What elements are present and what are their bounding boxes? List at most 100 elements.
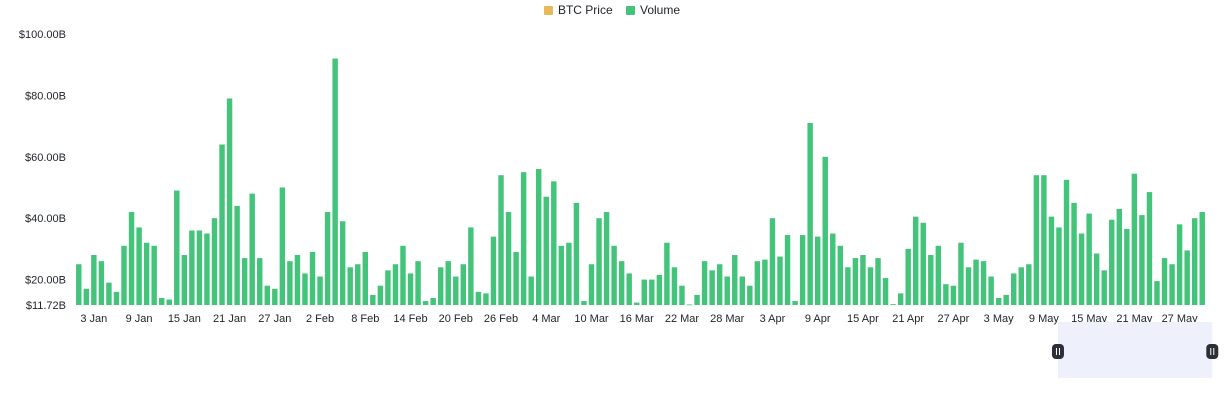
volume-bar[interactable] bbox=[656, 274, 663, 305]
volume-bar[interactable] bbox=[355, 264, 361, 305]
volume-bar[interactable] bbox=[852, 258, 859, 305]
volume-bar[interactable] bbox=[249, 193, 255, 305]
volume-bar[interactable] bbox=[234, 205, 240, 305]
volume-bar[interactable] bbox=[913, 216, 919, 305]
volume-bar[interactable] bbox=[1078, 233, 1085, 305]
volume-bar[interactable] bbox=[505, 212, 512, 305]
volume-bar[interactable] bbox=[490, 236, 497, 305]
volume-bar[interactable] bbox=[943, 284, 949, 305]
volume-bar[interactable] bbox=[151, 245, 157, 305]
volume-bar[interactable] bbox=[219, 144, 225, 305]
volume-bar[interactable] bbox=[407, 273, 414, 305]
volume-bar[interactable] bbox=[822, 156, 828, 305]
volume-bar[interactable] bbox=[520, 172, 527, 305]
volume-bar[interactable] bbox=[588, 264, 595, 305]
legend-item-btc-price[interactable]: BTC Price bbox=[543, 3, 613, 17]
volume-bar[interactable] bbox=[980, 261, 987, 305]
volume-bar[interactable] bbox=[1139, 215, 1145, 305]
volume-bar[interactable] bbox=[287, 261, 293, 305]
volume-bar[interactable] bbox=[830, 233, 836, 305]
volume-bar[interactable] bbox=[1109, 219, 1115, 305]
volume-bar[interactable] bbox=[732, 255, 738, 305]
volume-bar[interactable] bbox=[1056, 227, 1062, 305]
volume-bar[interactable] bbox=[807, 123, 813, 306]
volume-bar[interactable] bbox=[460, 264, 467, 305]
volume-bar[interactable] bbox=[973, 259, 979, 305]
volume-bar[interactable] bbox=[875, 258, 881, 305]
volume-bar[interactable] bbox=[121, 245, 127, 305]
volume-bar[interactable] bbox=[769, 218, 776, 305]
volume-bar[interactable] bbox=[573, 202, 580, 305]
volume-bar[interactable] bbox=[716, 264, 723, 305]
volume-bar[interactable] bbox=[370, 294, 376, 305]
volume-bar[interactable] bbox=[91, 255, 97, 305]
volume-bar[interactable] bbox=[159, 298, 165, 305]
volume-bar[interactable] bbox=[799, 235, 806, 305]
volume-bar[interactable] bbox=[814, 236, 821, 305]
volume-bar[interactable] bbox=[181, 255, 188, 305]
volume-bar[interactable] bbox=[98, 261, 105, 305]
volume-bar[interactable] bbox=[762, 259, 768, 305]
volume-bar[interactable] bbox=[1026, 264, 1032, 305]
volume-bar[interactable] bbox=[935, 245, 942, 305]
volume-bar[interactable] bbox=[581, 301, 587, 305]
volume-bar[interactable] bbox=[1169, 264, 1175, 305]
volume-bar[interactable] bbox=[920, 222, 926, 305]
volume-bar[interactable] bbox=[1191, 218, 1198, 305]
volume-bar[interactable] bbox=[701, 261, 708, 305]
volume-bar[interactable] bbox=[1146, 192, 1153, 305]
volume-bar[interactable] bbox=[528, 276, 534, 305]
volume-bar[interactable] bbox=[694, 294, 700, 305]
volume-bar[interactable] bbox=[988, 276, 994, 305]
volume-bar[interactable] bbox=[196, 230, 203, 305]
volume-bar[interactable] bbox=[498, 175, 504, 305]
volume-bar[interactable] bbox=[174, 190, 180, 305]
range-selector-window[interactable] bbox=[1057, 322, 1213, 378]
volume-bar[interactable] bbox=[965, 267, 972, 305]
volume-bar[interactable] bbox=[686, 304, 693, 306]
volume-bar[interactable] bbox=[347, 267, 353, 305]
volume-bar[interactable] bbox=[626, 273, 632, 305]
volume-bar[interactable] bbox=[324, 212, 331, 305]
volume-bar[interactable] bbox=[257, 258, 263, 305]
volume-bar[interactable] bbox=[385, 270, 391, 305]
volume-bar[interactable] bbox=[1018, 267, 1024, 305]
volume-bar[interactable] bbox=[1116, 208, 1123, 305]
volume-bar[interactable] bbox=[422, 301, 429, 305]
volume-bar[interactable] bbox=[649, 279, 655, 305]
volume-bar[interactable] bbox=[1041, 175, 1047, 305]
range-handle-right[interactable] bbox=[1206, 344, 1219, 359]
volume-bar[interactable] bbox=[551, 181, 557, 305]
volume-bar[interactable] bbox=[294, 255, 301, 305]
volume-bar[interactable] bbox=[1131, 173, 1138, 305]
volume-bar[interactable] bbox=[279, 187, 286, 305]
volume-bar[interactable] bbox=[1161, 258, 1168, 305]
volume-bar[interactable] bbox=[143, 242, 150, 305]
volume-bar[interactable] bbox=[724, 276, 730, 305]
volume-bar[interactable] bbox=[1003, 294, 1009, 305]
volume-bar[interactable] bbox=[264, 285, 270, 305]
volume-bar[interactable] bbox=[1063, 179, 1070, 305]
volume-bar[interactable] bbox=[566, 242, 572, 305]
volume-bar[interactable] bbox=[475, 291, 482, 305]
volume-bar[interactable] bbox=[837, 245, 844, 305]
volume-bar[interactable] bbox=[1093, 253, 1100, 305]
volume-bar[interactable] bbox=[483, 293, 489, 305]
volume-bar[interactable] bbox=[189, 230, 195, 305]
volume-bar[interactable] bbox=[272, 288, 278, 305]
volume-bar[interactable] bbox=[76, 264, 82, 305]
volume-bar[interactable] bbox=[641, 279, 647, 305]
volume-bar[interactable] bbox=[950, 285, 957, 305]
volume-bar[interactable] bbox=[543, 196, 549, 305]
volume-bar[interactable] bbox=[204, 233, 210, 305]
volume-bar[interactable] bbox=[106, 282, 112, 305]
volume-bar[interactable] bbox=[392, 264, 399, 305]
volume-bar[interactable] bbox=[468, 227, 474, 305]
volume-bar[interactable] bbox=[317, 276, 323, 305]
volume-bar[interactable] bbox=[792, 301, 798, 305]
volume-bar[interactable] bbox=[437, 267, 444, 305]
volume-bar[interactable] bbox=[671, 267, 678, 305]
volume-bar[interactable] bbox=[958, 242, 964, 305]
volume-bar[interactable] bbox=[618, 261, 625, 305]
volume-bar[interactable] bbox=[166, 299, 172, 305]
